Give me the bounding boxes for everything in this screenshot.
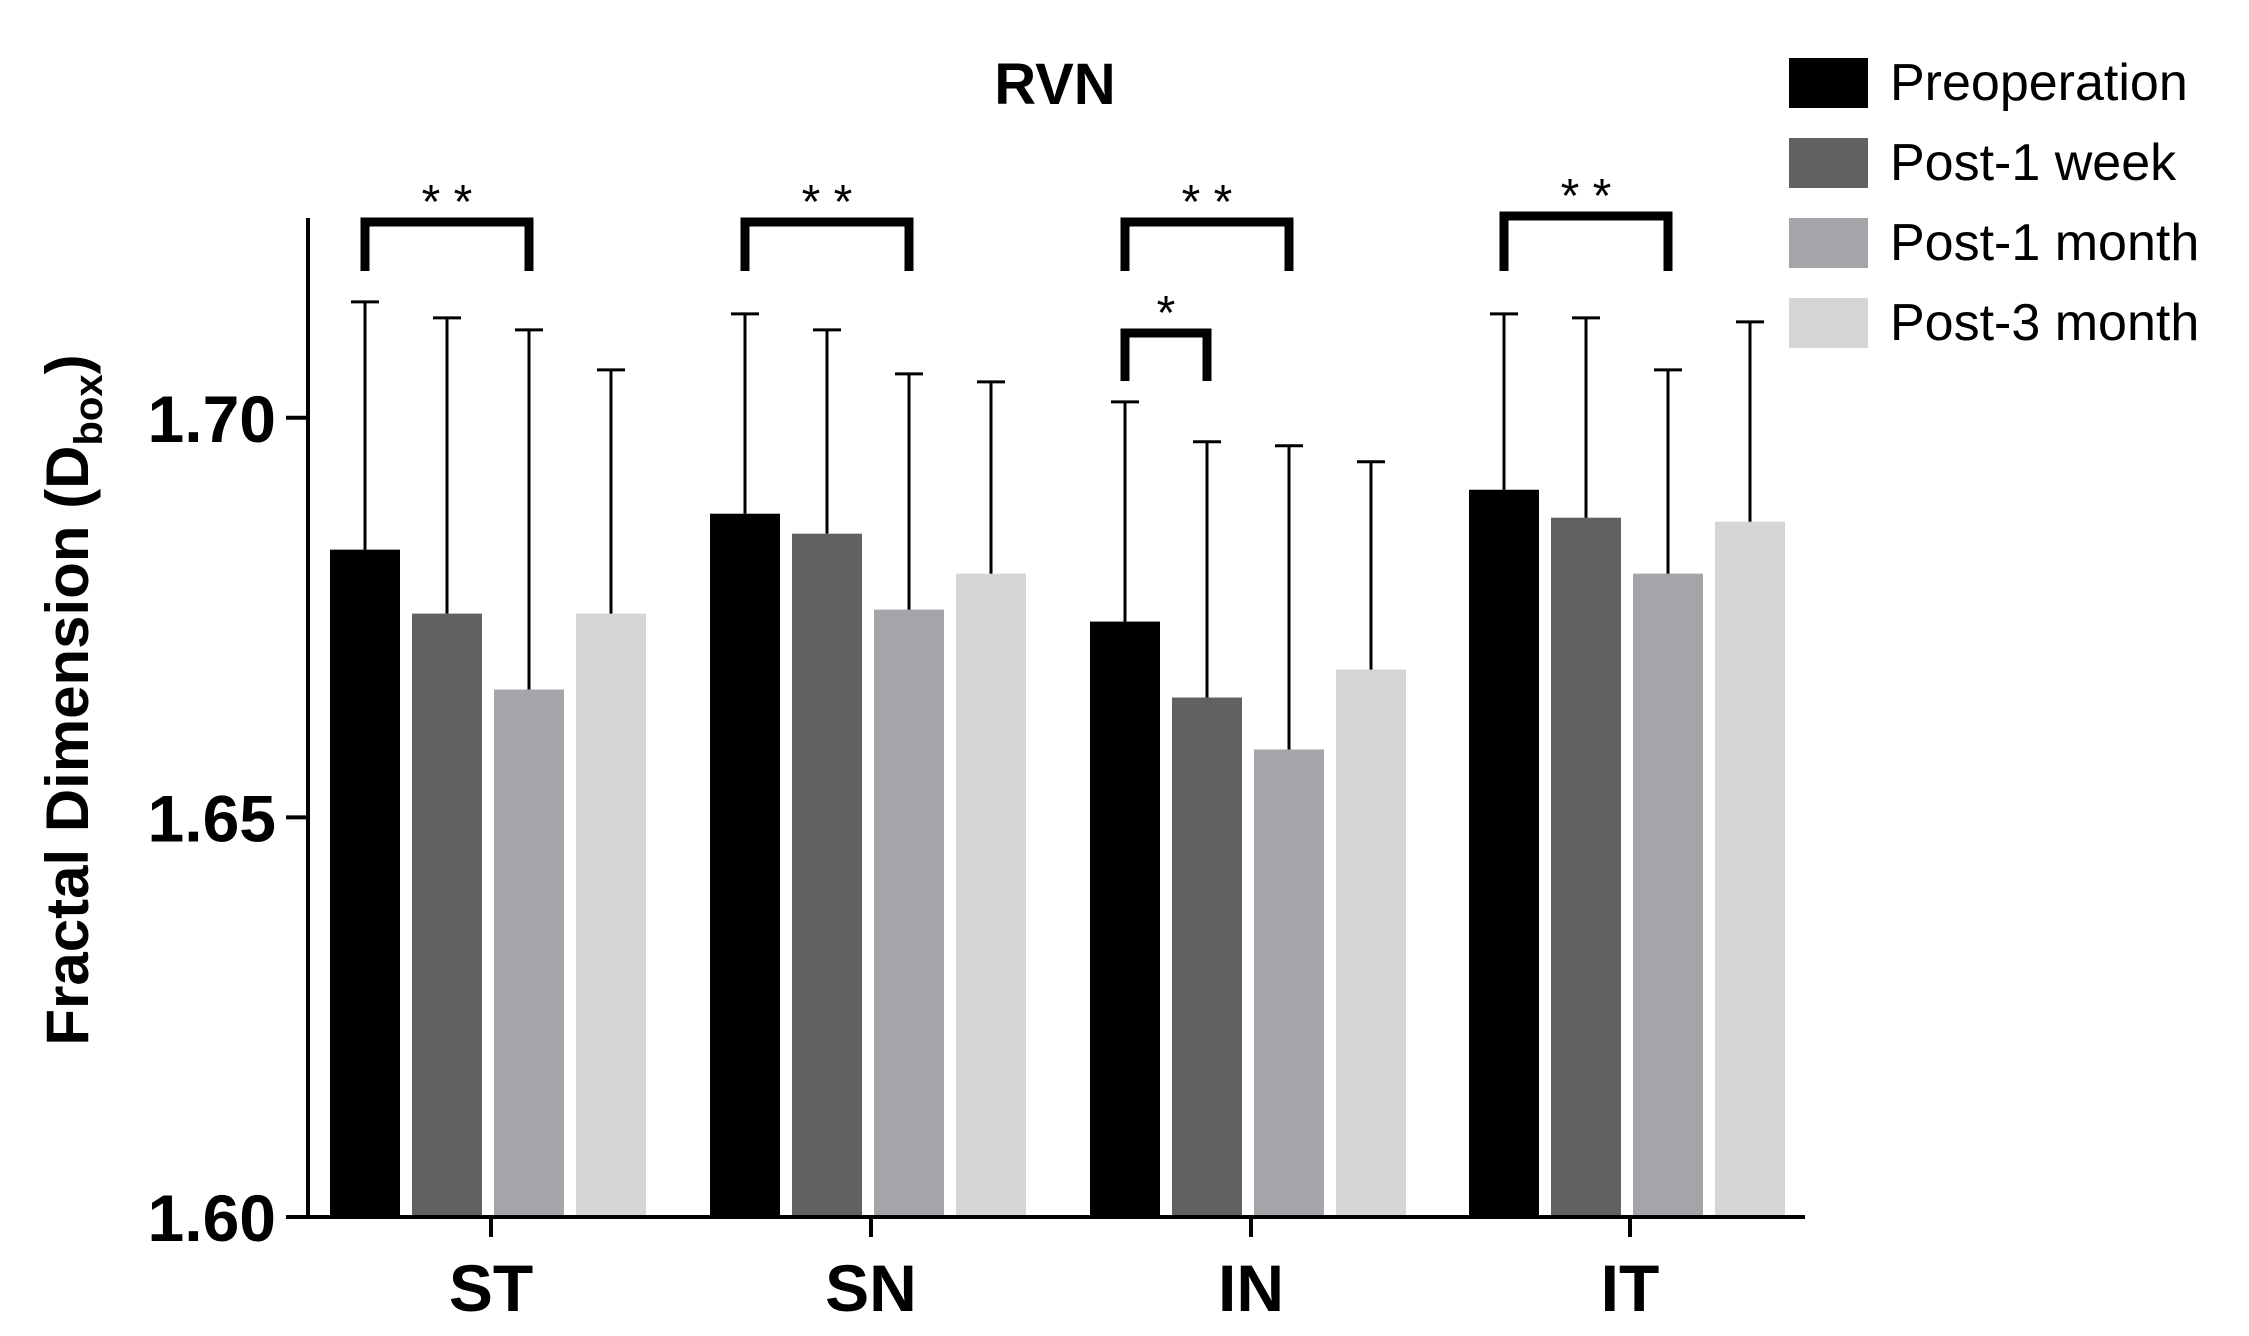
y-axis-label-main: Fractal Dimension (D	[34, 445, 101, 1045]
y-tick-label: 1.60	[148, 1181, 276, 1255]
error-bar-st-post-1-month	[515, 328, 543, 690]
error-bar-sn-post-3-month	[977, 380, 1005, 574]
significance-bracket-in-inner: *	[1120, 287, 1212, 381]
legend-label: Post-1 month	[1890, 214, 2199, 272]
y-tick-label: 1.65	[148, 781, 276, 855]
significance-label: * *	[802, 176, 853, 229]
bar-st-post-1-month	[494, 689, 564, 1217]
error-bar-it-post-1-week	[1572, 316, 1600, 518]
significance-label: * *	[1182, 176, 1233, 229]
bar-st-preoperation	[330, 549, 400, 1217]
bar-it-post-3-month	[1715, 521, 1785, 1217]
bars-layer	[330, 489, 1785, 1217]
error-bar-sn-post-1-month	[895, 372, 923, 610]
y-tick-label: 1.70	[148, 382, 276, 456]
legend-swatch	[1789, 218, 1868, 268]
bar-in-post-1-week	[1172, 697, 1242, 1217]
legend-item-preoperation: Preoperation	[1789, 54, 2188, 112]
legend: Preoperation Post-1 week Post-1 month Post-…	[1789, 54, 2199, 352]
error-bar-sn-post-1-week	[813, 328, 841, 534]
legend-swatch	[1789, 58, 1868, 108]
error-bar-it-post-3-month	[1736, 320, 1764, 522]
significance-bracket-it: * *	[1499, 170, 1673, 271]
error-bar-in-post-1-month	[1275, 444, 1303, 750]
bar-in-preoperation	[1090, 621, 1160, 1217]
significance-label: * *	[422, 176, 473, 229]
legend-label: Preoperation	[1890, 54, 2188, 112]
legend-label: Post-3 month	[1890, 294, 2199, 352]
bar-st-post-1-week	[412, 613, 482, 1217]
significance-layer: * * * * * * * * *	[360, 170, 1673, 381]
significance-label: *	[1157, 287, 1176, 340]
x-tick-label-st: ST	[449, 1251, 533, 1325]
error-bar-it-preoperation	[1490, 312, 1518, 490]
x-tick-label-in: IN	[1218, 1251, 1284, 1325]
legend-swatch	[1789, 298, 1868, 348]
svg-text:Fractal Dimension (Dbox): Fractal Dimension (Dbox)	[34, 354, 111, 1045]
axes-layer: 1.60 1.65 1.70 ST SN IN IT	[148, 218, 1805, 1325]
x-tick-label-it: IT	[1601, 1251, 1660, 1325]
error-bar-st-preoperation	[351, 300, 379, 550]
significance-label: * *	[1561, 170, 1612, 223]
error-bar-sn-preoperation	[731, 312, 759, 514]
error-bars-layer	[351, 300, 1764, 750]
legend-item-post-1-month: Post-1 month	[1789, 214, 2199, 272]
error-bar-in-preoperation	[1111, 400, 1139, 622]
x-tick-label-sn: SN	[825, 1251, 917, 1325]
legend-item-post-3-month: Post-3 month	[1789, 294, 2199, 352]
bar-it-preoperation	[1469, 489, 1539, 1217]
error-bar-in-post-1-week	[1193, 440, 1221, 698]
y-axis-label: Fractal Dimension (Dbox)	[34, 354, 111, 1045]
bar-it-post-1-week	[1551, 517, 1621, 1217]
bar-in-post-1-month	[1254, 749, 1324, 1217]
bar-it-post-1-month	[1633, 573, 1703, 1217]
chart-title: RVN	[994, 52, 1115, 117]
error-bar-in-post-3-month	[1357, 460, 1385, 670]
significance-bracket-in: * *	[1120, 176, 1294, 271]
bar-st-post-3-month	[576, 613, 646, 1217]
bar-sn-post-3-month	[956, 573, 1026, 1217]
significance-bracket-st: * *	[360, 176, 534, 271]
significance-bracket-sn: * *	[740, 176, 914, 271]
error-bar-it-post-1-month	[1654, 368, 1682, 574]
error-bar-st-post-3-month	[597, 368, 625, 614]
bar-sn-preoperation	[710, 513, 780, 1217]
legend-swatch	[1789, 138, 1868, 188]
bar-sn-post-1-month	[874, 609, 944, 1217]
y-axis-label-subscript: box	[67, 374, 111, 445]
error-bar-st-post-1-week	[433, 316, 461, 614]
y-axis-label-end: )	[34, 354, 101, 374]
legend-label: Post-1 week	[1890, 134, 2177, 192]
legend-item-post-1-week: Post-1 week	[1789, 134, 2177, 192]
bar-sn-post-1-week	[792, 533, 862, 1217]
bar-in-post-3-month	[1336, 669, 1406, 1217]
